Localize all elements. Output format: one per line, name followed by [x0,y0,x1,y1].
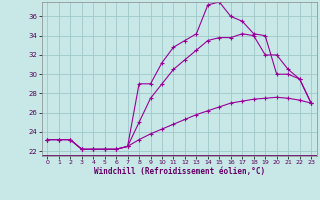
X-axis label: Windchill (Refroidissement éolien,°C): Windchill (Refroidissement éolien,°C) [94,167,265,176]
